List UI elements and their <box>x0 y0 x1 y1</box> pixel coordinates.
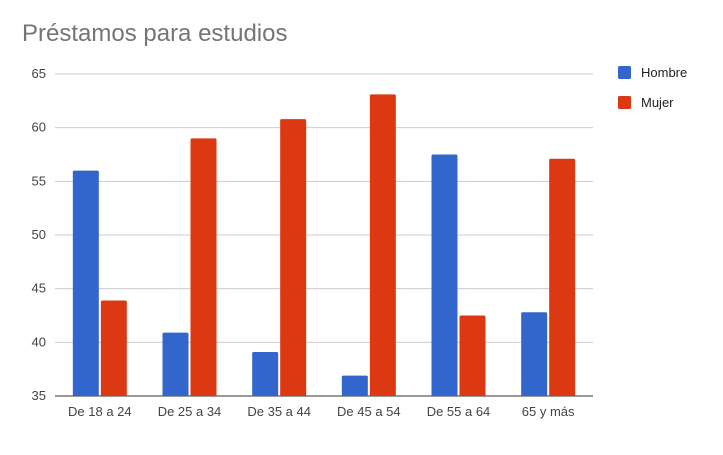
bar-hombre-0[interactable] <box>72 170 99 396</box>
bar-hombre-4[interactable] <box>431 154 458 397</box>
x-tick-label: De 18 a 24 <box>68 404 132 419</box>
x-tick-label: De 45 a 54 <box>337 404 401 419</box>
y-tick-label: 60 <box>32 120 46 135</box>
x-tick-label: 65 y más <box>522 404 575 419</box>
legend-label-hombre: Hombre <box>641 65 687 80</box>
bars <box>72 94 576 397</box>
legend-label-mujer: Mujer <box>641 95 674 110</box>
x-tick-label: De 25 a 34 <box>158 404 222 419</box>
y-tick-label: 40 <box>32 334 46 349</box>
legend-swatch-mujer <box>618 96 631 109</box>
x-tick-label: De 35 a 44 <box>247 404 311 419</box>
y-tick-label: 55 <box>32 173 46 188</box>
bar-mujer-4[interactable] <box>459 315 486 397</box>
x-tick-label: De 55 a 64 <box>427 404 491 419</box>
bar-mujer-5[interactable] <box>549 158 576 396</box>
bar-mujer-3[interactable] <box>369 94 396 396</box>
y-tick-label: 50 <box>32 227 46 242</box>
bar-mujer-2[interactable] <box>280 119 307 396</box>
bar-hombre-3[interactable] <box>341 375 368 396</box>
bar-hombre-2[interactable] <box>252 351 279 396</box>
y-tick-label: 65 <box>32 66 46 81</box>
y-tick-label: 35 <box>32 388 46 403</box>
chart-title: Préstamos para estudios <box>22 20 288 47</box>
x-axis-ticks: De 18 a 24 De 25 a 34 De 35 a 44 De 45 a 54… <box>68 404 575 419</box>
bar-mujer-1[interactable] <box>190 138 217 396</box>
legend-swatch-hombre <box>618 66 631 79</box>
bar-hombre-1[interactable] <box>162 332 189 396</box>
y-axis-ticks: 35 40 45 50 55 60 65 <box>32 66 46 403</box>
bar-mujer-0[interactable] <box>100 300 127 396</box>
bar-hombre-5[interactable] <box>521 312 548 396</box>
legend[interactable]: Hombre Mujer <box>618 65 687 110</box>
grid-lines <box>55 73 593 397</box>
y-tick-label: 45 <box>32 281 46 296</box>
